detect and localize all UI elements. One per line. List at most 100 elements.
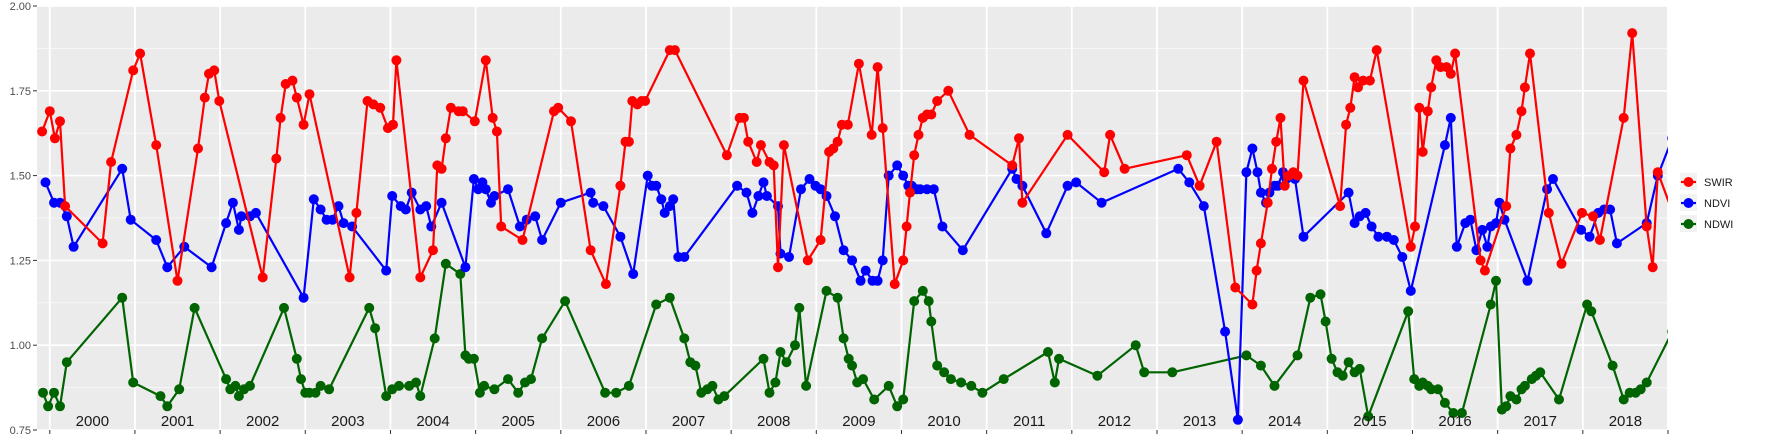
data-point-ndvi [468,174,479,184]
data-point-swir [257,272,268,283]
data-point-ndvi [957,245,968,256]
year-label: 2007 [672,413,705,430]
series-ndwi [38,258,1762,422]
data-point-ndvi [381,265,392,276]
data-point-ndvi [1252,167,1263,178]
data-point-ndvi [308,194,319,205]
data-point-swir [1194,180,1205,191]
data-point-ndvi [1684,238,1694,248]
data-point-ndvi [1605,204,1616,215]
data-point-ndvi [1198,201,1209,212]
year-label: 2015 [1353,413,1386,430]
year-label: 2010 [927,413,960,430]
data-point-ndvi [659,207,670,218]
data-point-swir [1017,197,1028,208]
data-point-ndvi [400,204,411,215]
data-point-swir [487,112,498,123]
data-point-ndwi [1635,384,1646,395]
y-tick-label: 0.75 [10,425,31,437]
y-axis: 0.75 1.00 1.25 1.50 1.75 2.00 [10,1,37,437]
data-point-ndvi [585,187,596,198]
data-point-ndwi [455,269,466,279]
data-point-swir [553,102,564,113]
data-point-ndvi [125,214,136,225]
series-layer [37,28,1762,425]
data-point-ndvi [1548,174,1558,184]
data-point-ndvi [233,224,244,235]
data-point-swir [391,55,402,66]
data-point-swir [1230,282,1241,293]
data-point-ndvi [1373,231,1384,242]
data-point-ndwi [1049,377,1060,388]
data-point-ndwi [932,360,943,371]
data-point-swir [1014,133,1024,144]
data-point-ndvi [537,235,548,245]
data-point-ndwi [847,360,858,371]
data-point-ndvi [1062,180,1073,191]
data-point-swir [1007,160,1018,171]
data-point-swir [106,157,117,167]
data-point-swir [1516,106,1527,117]
data-point-ndvi [61,211,72,222]
data-point-swir [877,123,888,134]
data-point-ndwi [1618,394,1629,405]
data-point-swir [287,75,298,86]
data-point-swir [375,102,386,113]
data-point-ndwi [1433,384,1443,395]
legend-marker [1683,198,1694,208]
data-point-ndwi [1752,401,1762,411]
data-point-ndvi [1041,228,1052,239]
data-point-ndwi [1054,353,1064,364]
data-point-ndwi [917,285,928,296]
data-point-ndvi [1173,163,1184,174]
data-point-swir [1543,207,1554,218]
minor-grid [37,47,1668,389]
data-point-ndvi [338,218,349,229]
data-point-swir [344,272,355,283]
data-point-ndwi [869,394,880,405]
data-point-swir [1267,163,1277,174]
data-point-swir [1371,45,1382,56]
year-label: 2001 [161,413,194,430]
data-point-ndvi [514,221,525,232]
data-point-swir [1594,235,1605,245]
data-point-ndwi [468,353,479,364]
data-point-ndvi [436,197,447,208]
data-point-ndwi [821,285,832,296]
legend-marker [1683,177,1694,187]
data-point-swir [304,89,315,100]
data-point-ndvi [1695,140,1705,150]
data-point-swir [1345,102,1356,113]
data-point-swir [1062,129,1073,140]
data-point-swir [778,140,789,151]
data-point-swir [1211,136,1222,147]
data-point-ndwi [794,302,805,313]
data-point-swir [566,116,576,127]
data-point-ndwi [1710,357,1720,367]
data-point-swir [1410,221,1420,232]
data-point-ndvi [847,255,858,266]
year-label: 2014 [1268,413,1301,430]
data-point-ndvi [327,214,338,225]
data-point-ndwi [479,380,490,391]
data-point-swir [853,58,864,69]
data-point-ndwi [838,333,849,344]
data-point-ndvi [1451,241,1462,252]
data-point-ndwi [503,374,513,385]
data-point-swir [1119,163,1130,174]
data-point-swir [669,45,680,56]
data-point-ndwi [1241,350,1252,361]
data-point-ndwi [230,380,241,391]
data-point-ndvi [1366,221,1377,232]
data-point-ndvi [937,221,948,232]
data-point-ndvi [753,191,764,201]
data-point-ndvi [1667,135,1668,141]
data-point-swir [351,207,362,218]
data-point-ndwi [600,387,611,398]
data-point-ndvi [784,252,794,262]
data-point-ndwi [781,357,792,368]
data-point-ndvi [1349,218,1360,229]
data-point-ndvi [236,211,247,222]
